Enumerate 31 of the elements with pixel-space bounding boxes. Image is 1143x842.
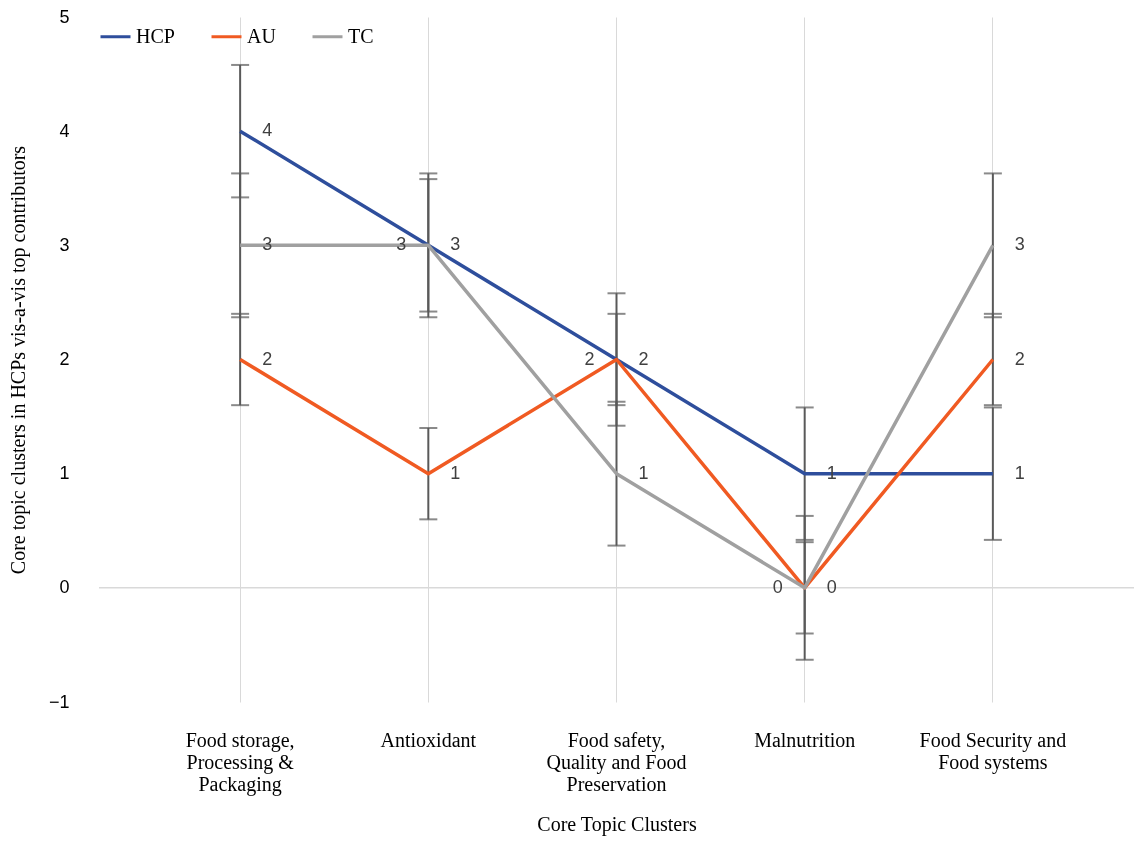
x-tick-label: Antioxidant [380,728,477,751]
data-label: 0 [772,576,783,597]
x-tick-label: Malnutrition [754,728,856,751]
data-label: 1 [638,462,649,483]
x-axis-title: Core Topic Clusters [537,812,697,836]
legend-label: TC [348,24,374,47]
y-tick-label: 3 [59,234,70,255]
data-label: 4 [262,120,273,141]
y-tick-label: 4 [59,120,70,141]
y-axis-title: Core topic clusters in HCPs vis-a-vis top contributors [6,145,30,575]
data-label: 3 [396,234,407,255]
data-label: 3 [1014,234,1025,255]
data-label: 2 [584,348,595,369]
data-label: 2 [638,348,649,369]
data-label: 3 [450,234,461,255]
data-label: 1 [1014,462,1025,483]
legend-label: HCP [136,24,175,47]
y-tick-label: 0 [59,577,70,598]
y-tick-label: −1 [48,691,70,712]
legend-label: AU [247,24,277,47]
data-label: 0 [826,576,837,597]
data-label: 2 [262,348,273,369]
x-tick-label: Food storage, Processing & Packaging [185,728,295,796]
data-label: 2 [1014,348,1025,369]
x-tick-label: Food Security and Food systems [919,728,1067,774]
y-tick-label: 5 [59,6,70,27]
data-label: 3 [262,234,273,255]
y-tick-label: 1 [59,463,70,484]
y-tick-label: 2 [59,349,70,369]
x-tick-label: Food safety, Quality and Food Preservation [546,728,687,795]
data-label: 1 [450,462,461,483]
